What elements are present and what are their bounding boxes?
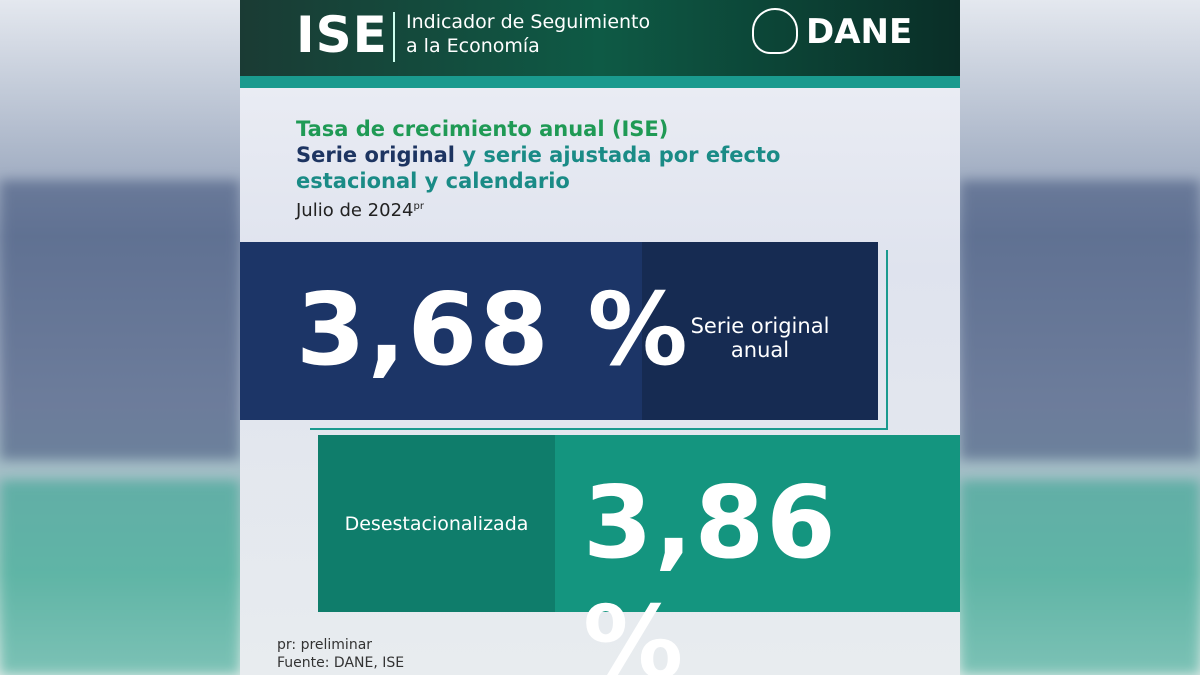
bg-blur [0, 480, 240, 675]
card-1-label-bg [642, 242, 878, 420]
heading-dark: Serie original [296, 143, 456, 167]
card-label-line: anual [730, 338, 790, 362]
period: Julio de 2024pr [296, 200, 424, 221]
subtitle-line: a la Economía [406, 35, 540, 57]
divider [393, 12, 395, 62]
footer-source: Fuente: DANE, ISE [277, 655, 405, 671]
heading-line: estacional y calendario [296, 169, 570, 193]
bg-blur [960, 480, 1200, 675]
subtitle-line: Indicador de Seguimiento [406, 11, 651, 33]
card-value: 3,86 % [583, 464, 838, 675]
period-sup: pr [413, 201, 424, 212]
card-label: Serie original anual [642, 314, 878, 362]
card-2: Desestacionalizada 3,86 % [318, 435, 960, 675]
outline [310, 428, 888, 430]
logo: ISE [296, 6, 388, 64]
card-1: 3,68 % Serie original anual [240, 242, 878, 420]
bg-blur [0, 180, 240, 460]
brand: DANE [806, 12, 913, 52]
footer: pr: preliminar Fuente: DANE, ISE [277, 636, 404, 672]
heading-teal: y serie ajustada por efecto [462, 143, 781, 167]
header-subtitle: Indicador de Seguimiento a la Economía [406, 10, 650, 58]
card-2-label-bg [318, 435, 555, 612]
coat-of-arms [752, 8, 798, 54]
header: ISE Indicador de Seguimiento a la Econom… [240, 0, 960, 76]
card-value: 3,68 % [296, 271, 690, 388]
heading-title: Tasa de crecimiento anual (ISE) [296, 117, 669, 141]
outline [886, 250, 888, 428]
heading: Tasa de crecimiento anual (ISE) Serie or… [296, 116, 780, 194]
accent-strip [240, 76, 960, 88]
card-label-line: Serie original [690, 314, 830, 338]
bg-blur [960, 180, 1200, 460]
infographic: ISE Indicador de Seguimiento a la Econom… [240, 0, 960, 675]
footer-note: pr: preliminar [277, 637, 373, 653]
card-label: Desestacionalizada [344, 513, 529, 535]
period-text: Julio de 2024 [296, 200, 414, 221]
